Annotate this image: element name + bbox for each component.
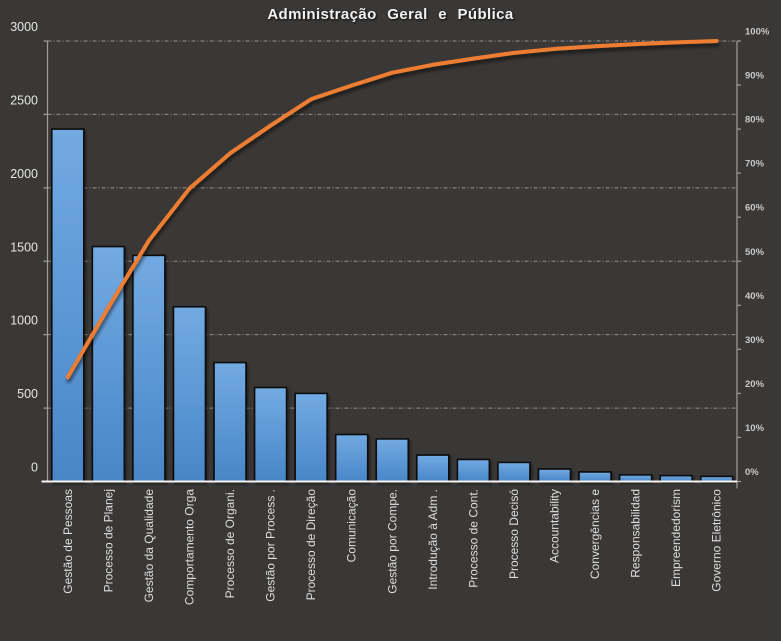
- category-label: Gestão da Qualidade: [142, 489, 156, 603]
- bar-9: [375, 438, 410, 483]
- left-axis-tick-label: 1500: [10, 240, 38, 254]
- bar-10: [416, 454, 450, 483]
- right-axis-tick-label: 20%: [745, 379, 765, 390]
- category-label: Processo Decisó: [507, 489, 521, 579]
- left-axis-tick-label: 1000: [10, 314, 38, 328]
- bar-3: [132, 254, 166, 483]
- category-label: Comportamento Orga: [182, 489, 196, 605]
- right-axis-tick-label: 0%: [745, 467, 759, 478]
- bar-2: [91, 245, 126, 483]
- right-axis-tick-label: 80%: [745, 115, 765, 126]
- right-axis-tick-label: 70%: [745, 159, 765, 170]
- chart-title: Administração Geral e Pública: [267, 6, 514, 23]
- right-axis-tick-label: 100%: [745, 27, 770, 38]
- bar-8: [334, 433, 369, 483]
- bar-1: [50, 128, 85, 483]
- bar-7: [294, 392, 328, 483]
- cumulative-line: [65, 39, 719, 380]
- left-axis-tick-label: 3000: [10, 20, 38, 34]
- category-label: Processo de Planej: [101, 489, 115, 592]
- left-axis-tick-label: 500: [17, 387, 38, 401]
- bar-5: [213, 361, 247, 483]
- category-label: Convergências e: [588, 489, 602, 579]
- right-axis-tick-label: 60%: [745, 203, 765, 214]
- category-label: Processo de Direção: [304, 489, 318, 601]
- category-label: Empreendedorism: [669, 489, 683, 587]
- right-axis-tick-label: 10%: [745, 423, 765, 434]
- category-label: Governo Eletrônico: [710, 489, 724, 592]
- category-label: Processo de Organi.: [223, 489, 237, 598]
- right-axis-tick-label: 50%: [745, 247, 765, 258]
- bar-14: [578, 471, 612, 483]
- left-axis-tick-label: 2500: [10, 93, 38, 107]
- bar-4: [172, 305, 207, 483]
- right-axis-tick-label: 40%: [745, 291, 765, 302]
- left-axis-tick-label: 0: [31, 461, 38, 475]
- category-label: Comunicação: [345, 489, 359, 563]
- category-label: Gestão por Process .: [264, 489, 278, 602]
- category-label: Processo de Cont.: [466, 489, 480, 588]
- category-label: Gestão por Compe.: [385, 489, 399, 594]
- right-axis-tick-label: 30%: [745, 335, 765, 346]
- category-label: Responsabilidad: [629, 489, 643, 578]
- category-label: Accountability: [547, 489, 561, 563]
- category-label: Introdução à Adm .: [426, 489, 440, 590]
- bar-13: [537, 468, 572, 483]
- right-axis-tick-label: 90%: [745, 71, 765, 82]
- left-axis-tick-label: 2000: [10, 167, 38, 181]
- bar-6: [253, 386, 288, 483]
- bar-11: [456, 458, 491, 483]
- bar-12: [497, 461, 531, 483]
- category-label: Gestão de Pessoas: [61, 489, 75, 594]
